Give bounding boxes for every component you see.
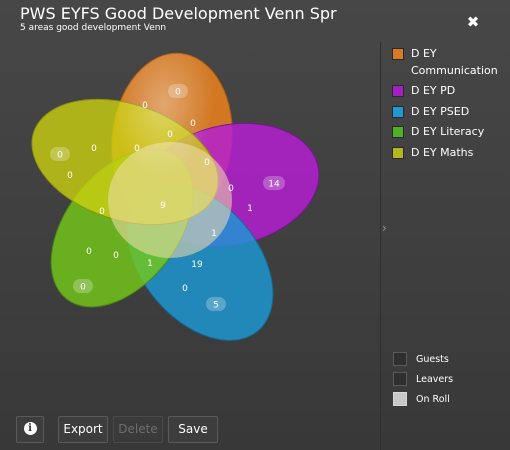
count-comm-maths[interactable]: 0 (142, 101, 148, 111)
venn-diagram: 0 14 5 0 0 9 0 0 0 0 0 1 1 19 0 1 0 0 0 … (31, 52, 320, 341)
legend-item-pd[interactable]: D EY PD (392, 83, 508, 100)
legend-item-literacy[interactable]: D EY Literacy (392, 124, 508, 141)
legend: D EY Communication D EY PD D EY PSED D E… (392, 46, 508, 165)
export-button[interactable]: Export (58, 416, 108, 443)
badge-communication (168, 84, 188, 98)
count-psed-a[interactable]: 0 (182, 284, 188, 294)
count-psed-b[interactable]: 1 (147, 259, 153, 269)
count-maths-only[interactable]: 0 (57, 151, 63, 161)
count-psed-pd[interactable]: 19 (191, 260, 203, 270)
guests-checkbox[interactable] (393, 352, 407, 366)
count-comm-a[interactable]: 0 (190, 119, 196, 129)
legend-swatch (392, 146, 404, 159)
filter-guests[interactable]: Guests (393, 352, 453, 366)
chevron-right-icon[interactable]: › (382, 221, 387, 235)
count-lit-b[interactable]: 0 (86, 247, 92, 257)
legend-item-maths[interactable]: D EY Maths (392, 145, 508, 162)
badge-maths (50, 147, 70, 161)
count-lit-a[interactable]: 0 (113, 251, 119, 261)
badge-pd (263, 176, 285, 190)
count-pd-b[interactable]: 1 (247, 204, 253, 214)
legend-label: D EY PSED (411, 104, 470, 118)
count-pd-a[interactable]: 0 (228, 184, 234, 194)
info-icon: i (23, 422, 37, 435)
count-maths-c[interactable]: 0 (67, 171, 73, 181)
legend-label: D EY Communication (411, 47, 498, 77)
count-literacy-only[interactable]: 0 (80, 283, 86, 293)
dialog-title: PWS EYFS Good Development Venn Spr (20, 4, 337, 23)
filter-leavers[interactable]: Leavers (393, 372, 453, 386)
close-icon[interactable]: ✖ (466, 13, 480, 31)
roll-filters: Guests Leavers On Roll (393, 352, 453, 412)
filter-on-roll[interactable]: On Roll (393, 392, 453, 406)
legend-swatch (392, 126, 404, 138)
legend-swatch (392, 105, 404, 118)
count-communication-only[interactable]: 0 (175, 88, 181, 98)
on-roll-checkbox[interactable] (393, 392, 407, 406)
legend-swatch (392, 85, 404, 97)
delete-button[interactable]: Delete (113, 416, 163, 443)
dialog-subtitle: 5 areas good development Venn (20, 23, 167, 33)
count-pd-c[interactable]: 1 (211, 229, 217, 239)
leavers-checkbox[interactable] (393, 372, 407, 386)
count-maths-b[interactable]: 0 (134, 144, 140, 154)
legend-label: D EY Literacy (411, 125, 485, 138)
badge-literacy (73, 279, 93, 293)
count-comm-pd[interactable]: 0 (204, 158, 210, 168)
filter-label: On Roll (416, 393, 450, 405)
count-center[interactable]: 9 (160, 201, 166, 211)
filter-label: Leavers (416, 373, 454, 385)
count-lit-c[interactable]: 0 (99, 207, 105, 217)
count-maths-a[interactable]: 0 (91, 144, 97, 154)
panel-divider (380, 42, 381, 450)
count-psed-only[interactable]: 5 (213, 301, 219, 311)
legend-swatch (392, 48, 404, 60)
legend-label: D EY Maths (411, 145, 474, 159)
count-comm-b[interactable]: 0 (167, 130, 173, 140)
info-button[interactable]: i (16, 416, 44, 443)
filter-label: Guests (416, 353, 449, 365)
legend-item-communication[interactable]: D EY Communication (392, 46, 508, 79)
venn-gloss (111, 53, 233, 227)
legend-item-psed[interactable]: D EY PSED (392, 104, 508, 121)
save-button[interactable]: Save (168, 416, 218, 443)
legend-label: D EY PD (411, 84, 456, 97)
count-pd-only[interactable]: 14 (268, 180, 280, 190)
badge-psed (206, 297, 226, 311)
